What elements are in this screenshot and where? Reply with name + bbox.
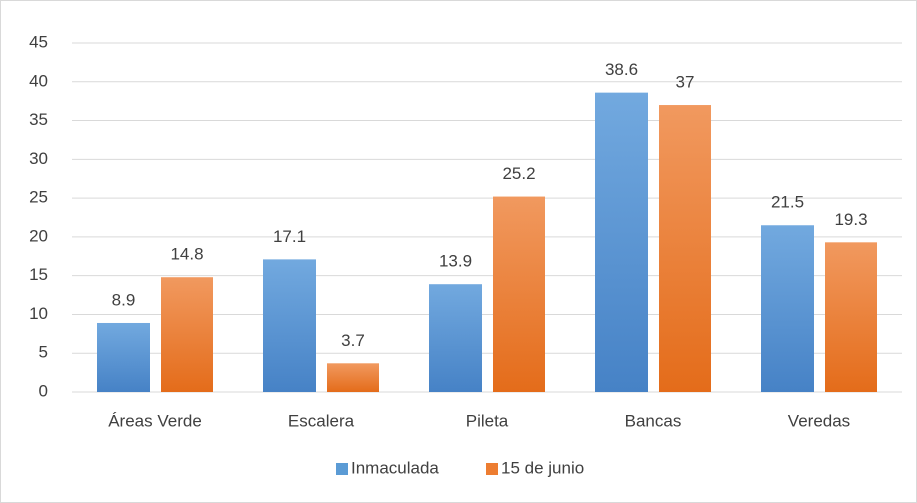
bar xyxy=(595,92,648,392)
y-tick-label: 30 xyxy=(29,149,48,168)
y-tick-label: 20 xyxy=(29,226,48,245)
legend-swatch xyxy=(336,463,348,475)
y-tick-label: 10 xyxy=(29,304,48,323)
x-tick-label: Bancas xyxy=(625,411,682,430)
data-label: 8.9 xyxy=(112,290,136,309)
data-label: 19.3 xyxy=(834,210,867,229)
data-label: 38.6 xyxy=(605,60,638,79)
bar xyxy=(263,259,316,392)
y-tick-label: 45 xyxy=(29,32,48,51)
y-tick-label: 5 xyxy=(39,343,48,362)
legend-label: 15 de junio xyxy=(501,458,584,477)
x-tick-label: Escalera xyxy=(288,411,355,430)
data-label: 17.1 xyxy=(273,227,306,246)
y-tick-label: 40 xyxy=(29,71,48,90)
bar xyxy=(161,277,213,392)
y-tick-label: 25 xyxy=(29,188,48,207)
data-label: 21.5 xyxy=(771,193,804,212)
x-tick-label: Pileta xyxy=(466,411,509,430)
bar xyxy=(493,196,545,392)
bar xyxy=(825,242,877,392)
bar xyxy=(97,322,150,392)
legend-swatch xyxy=(486,463,498,475)
x-tick-label: Veredas xyxy=(788,411,850,430)
data-label: 13.9 xyxy=(439,252,472,271)
x-tick-label: Áreas Verde xyxy=(108,411,202,430)
bar xyxy=(327,363,379,392)
data-label: 3.7 xyxy=(341,331,365,350)
y-tick-label: 35 xyxy=(29,110,48,129)
bar xyxy=(659,105,711,393)
y-tick-label: 15 xyxy=(29,265,48,284)
data-label: 14.8 xyxy=(170,245,203,264)
y-tick-label: 0 xyxy=(39,381,48,400)
data-label: 25.2 xyxy=(502,164,535,183)
bar xyxy=(761,225,814,392)
legend-label: Inmaculada xyxy=(351,458,439,477)
data-label: 37 xyxy=(676,73,695,92)
bar xyxy=(429,284,482,392)
